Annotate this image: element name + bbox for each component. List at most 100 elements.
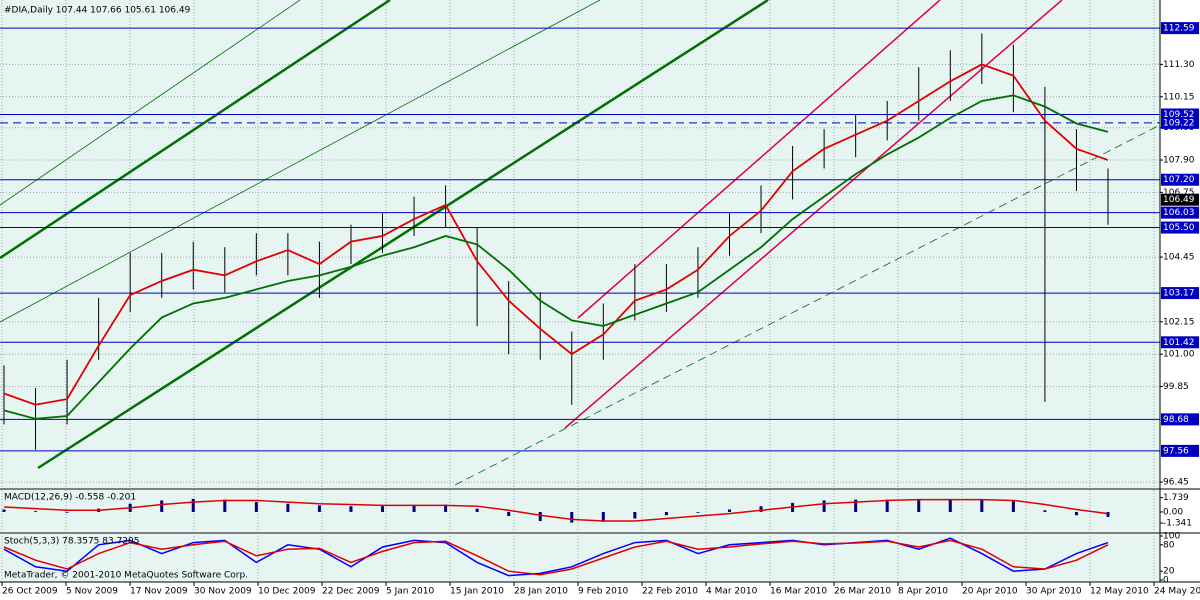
x-tick-label: 30 Apr 2010	[1026, 587, 1082, 597]
macd-bar	[948, 499, 952, 512]
macd-bar	[2, 509, 6, 512]
y-tick-label: -1.341	[1163, 518, 1192, 528]
x-tick-label: 17 Nov 2009	[130, 587, 188, 597]
macd-bar	[381, 506, 385, 512]
macd-bar	[1043, 510, 1047, 512]
macd-bar	[507, 511, 511, 517]
level-label-box	[1161, 221, 1199, 234]
level-label-box	[1161, 413, 1199, 426]
level-label: 112.59	[1163, 24, 1195, 34]
trend-line	[0, 0, 391, 260]
macd-bar	[822, 500, 826, 512]
last-price-box	[1161, 193, 1199, 206]
x-tick-label: 28 Jan 2010	[514, 587, 568, 597]
macd-bar	[854, 499, 858, 512]
y-tick-label: 111.30	[1163, 60, 1195, 70]
x-tick-label: 8 Apr 2010	[898, 587, 948, 597]
macd-bar	[1011, 501, 1015, 512]
level-label: 97.56	[1163, 446, 1189, 456]
y-tick-label: 100	[1163, 532, 1180, 542]
x-tick-label: 20 Apr 2010	[962, 587, 1018, 597]
macd-bar	[601, 511, 605, 522]
macd-bar	[759, 506, 763, 512]
macd-bar	[633, 511, 637, 519]
x-tick-label: 9 Feb 2010	[578, 587, 629, 597]
macd-bar	[1106, 511, 1110, 517]
macd-bar	[317, 505, 321, 512]
macd-bar	[444, 504, 448, 512]
y-tick-label: 101.00	[1163, 350, 1195, 360]
macd-bar	[160, 500, 164, 512]
price-axis	[1160, 0, 1200, 600]
channel-line	[577, 0, 941, 319]
x-tick-label: 15 Jan 2010	[450, 587, 504, 597]
y-tick-label: 80	[1163, 540, 1175, 550]
x-tick-label: 16 Mar 2010	[770, 587, 827, 597]
level-label: 109.52	[1163, 110, 1195, 120]
line-series	[3, 537, 1109, 577]
macd-bar	[475, 508, 479, 512]
y-tick-label: 106.75	[1163, 188, 1195, 198]
x-tick-label: 12 May 2010	[1090, 587, 1149, 597]
x-tick-label: 5 Jan 2010	[386, 587, 434, 597]
macd-bar	[349, 506, 353, 512]
level-label-box	[1161, 22, 1199, 35]
level-label: 109.22	[1163, 118, 1195, 128]
level-label: 103.17	[1163, 289, 1195, 299]
channel-line	[564, 0, 1063, 429]
macd-bar	[885, 499, 889, 512]
chart-title: #DIA,Daily 107.44 107.66 105.61 106.49	[4, 6, 191, 16]
level-label: 107.20	[1163, 175, 1195, 185]
macd-bar	[1074, 511, 1078, 516]
level-label: 101.42	[1163, 338, 1195, 348]
level-label: 106.03	[1163, 208, 1195, 218]
x-tick-label: 26 Oct 2009	[2, 587, 58, 597]
trend-line	[0, 0, 301, 206]
level-label-box	[1161, 173, 1199, 186]
x-tick-label: 4 Mar 2010	[706, 587, 758, 597]
macd-bar	[286, 503, 290, 512]
y-tick-label: 0.00	[1163, 507, 1183, 517]
y-tick-label: 102.15	[1163, 317, 1195, 327]
macd-panel	[0, 490, 1160, 532]
stoch-title: Stoch(5,3,3) 78.3575 83.7205	[4, 537, 139, 547]
level-label-box	[1161, 287, 1199, 300]
y-tick-label: 20	[1163, 567, 1175, 577]
channel-lines	[0, 0, 1161, 486]
y-tick-label: 104.45	[1163, 253, 1195, 263]
line-series	[3, 498, 1109, 522]
line-series	[3, 63, 1109, 406]
marks	[0, 27, 1160, 577]
level-label: 98.68	[1163, 415, 1189, 425]
macd-title: MACD(12,26,9) -0.558 -0.201	[4, 493, 136, 503]
macd-bar	[570, 511, 574, 523]
y-tick-label: 107.90	[1163, 156, 1195, 166]
macd-bar	[412, 505, 416, 512]
x-tick-label: 24 May 2010	[1154, 587, 1200, 597]
line-series	[3, 94, 1109, 420]
x-tick-label: 22 Feb 2010	[642, 587, 698, 597]
macd-bar	[223, 499, 227, 512]
macd-bar	[538, 511, 542, 521]
macd-bar	[696, 511, 700, 513]
y-tick-label: 96.45	[1163, 478, 1189, 488]
last-price-label: 106.49	[1163, 195, 1195, 205]
x-tick-label: 22 Dec 2009	[322, 587, 380, 597]
x-tick-label: 30 Nov 2009	[194, 587, 252, 597]
level-label-box	[1161, 116, 1199, 129]
x-tick-label: 10 Dec 2009	[258, 587, 316, 597]
y-tick-label: 99.85	[1163, 382, 1189, 392]
macd-bar	[65, 511, 69, 513]
line-series	[3, 539, 1109, 576]
y-tick-label: 110.15	[1163, 92, 1195, 102]
macd-bar	[664, 511, 668, 516]
y-tick-label: 1.739	[1163, 493, 1189, 503]
y-tick-label: 0	[1163, 576, 1169, 586]
trend-line	[0, 0, 601, 323]
level-label-box	[1161, 206, 1199, 219]
macd-bar	[254, 502, 258, 512]
macd-bar	[727, 509, 731, 512]
x-tick-label: 5 Nov 2009	[66, 587, 118, 597]
macd-bar	[34, 511, 38, 512]
